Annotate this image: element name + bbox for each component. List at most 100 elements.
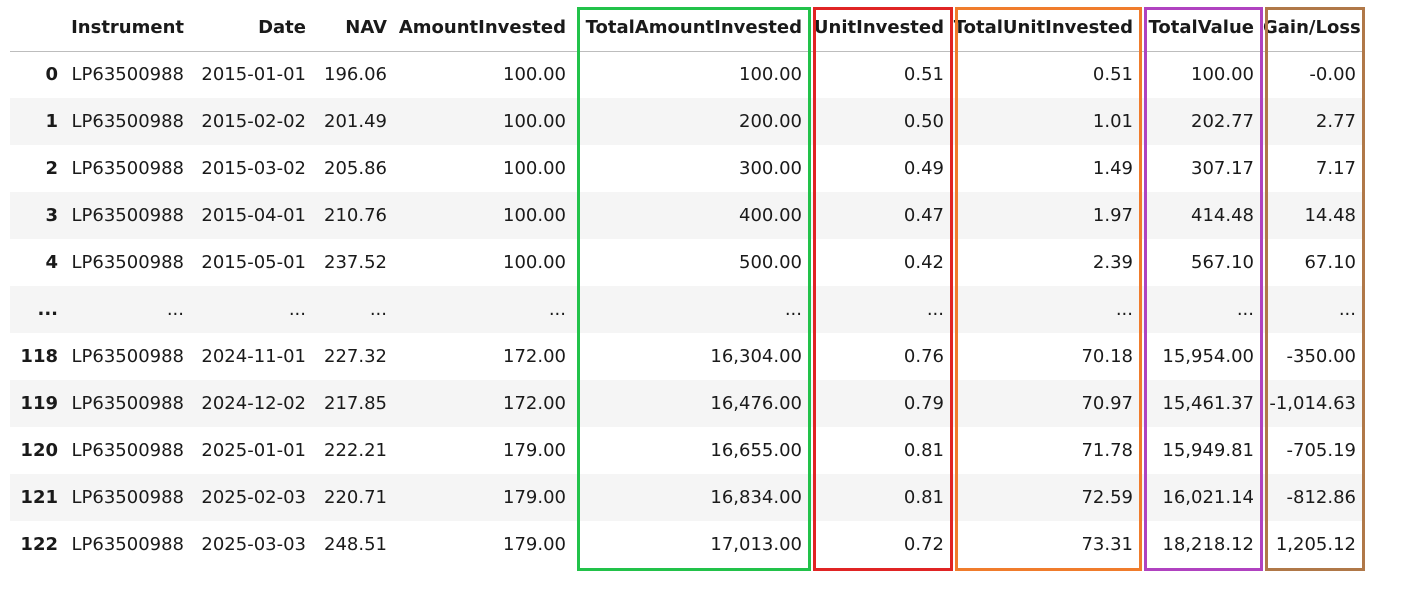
table-cell: -1,014.63: [1263, 380, 1365, 427]
table-cell: 248.51: [324, 534, 387, 555]
table-cell: ...: [1142, 286, 1263, 333]
column-header-date: Date: [193, 5, 315, 52]
table-cell: ...: [315, 286, 396, 333]
table-cell: 100.00: [503, 158, 566, 179]
table-cell: 1.01: [953, 98, 1142, 145]
table-cell: 2015-05-01: [201, 252, 306, 273]
table-cell: 220.71: [315, 474, 396, 521]
table-cell: -812.86: [1263, 474, 1365, 521]
table-cell: 2024-11-01: [201, 346, 306, 367]
column-header-total-unit-invested: TotalUnitInvested: [953, 5, 1142, 52]
table-cell: 307.17: [1191, 158, 1254, 179]
table-cell: -350.00: [1286, 346, 1356, 367]
column-header-gain-loss: Gain/Loss: [1263, 5, 1365, 52]
column-header-amount-invested: AmountInvested: [396, 5, 575, 52]
table-cell: ...: [575, 286, 811, 333]
table-cell: 14.48: [1263, 192, 1365, 239]
table-cell: 16,476.00: [575, 380, 811, 427]
row-index: 4: [45, 252, 58, 273]
table-cell: -0.00: [1309, 64, 1356, 86]
table-cell: 2024-12-02: [193, 380, 315, 427]
table-cell: 2015-01-01: [201, 64, 306, 86]
row-index: 1: [10, 98, 67, 145]
column-header-unit-invested: UnitInvested: [811, 5, 953, 52]
table-row: 4 LP63500988 2015-05-01 237.52 100.00 500.00 0…: [10, 239, 1365, 286]
header-row: Instrument Date NAV AmountInvested Total…: [10, 5, 1365, 52]
table-cell: 15,954.00: [1162, 346, 1254, 367]
table-cell: 1.49: [1092, 158, 1133, 179]
table-cell: LP63500988: [71, 534, 185, 555]
table-row: 1 LP63500988 2015-02-02 201.49 100.00 200.00 0…: [10, 98, 1365, 145]
table-row: 120 LP63500988 2025-01-01 222.21 179.00 16,65…: [10, 427, 1365, 474]
dataframe-table: Instrument Date NAV AmountInvested Total…: [10, 5, 1365, 568]
table-cell: 2025-02-03: [193, 474, 315, 521]
table-cell: 0.76: [903, 346, 944, 367]
table-cell: LP63500988: [71, 158, 185, 179]
table-cell: ...: [67, 286, 193, 333]
table-cell: 16,304.00: [710, 346, 802, 367]
table-cell: 414.48: [1142, 192, 1263, 239]
table-body: 0 LP63500988 2015-01-01 196.06 100.00 100.00 0…: [10, 51, 1365, 568]
table-cell: 0.47: [811, 192, 953, 239]
table-row: ..............................: [10, 286, 1365, 333]
table-cell: 1,205.12: [1275, 534, 1356, 555]
table-cell: 400.00: [575, 192, 811, 239]
table-cell: 2.39: [1092, 252, 1133, 273]
table-cell: 567.10: [1191, 252, 1254, 273]
table-cell: 70.18: [1081, 346, 1133, 367]
table-cell: LP63500988: [71, 346, 185, 367]
table-cell: 300.00: [739, 158, 802, 179]
row-index: 121: [10, 474, 67, 521]
table-cell: 100.00: [396, 98, 575, 145]
table-cell: 0.81: [903, 440, 944, 461]
table-cell: 179.00: [503, 440, 566, 461]
table-cell: 200.00: [575, 98, 811, 145]
table-cell: 100.00: [396, 192, 575, 239]
row-index: 120: [20, 440, 58, 461]
row-index: 118: [20, 346, 58, 367]
table-row: 0 LP63500988 2015-01-01 196.06 100.00 100.00 0…: [10, 51, 1365, 98]
column-header-nav: NAV: [315, 5, 396, 52]
table-cell: 205.86: [324, 158, 387, 179]
table-cell: 201.49: [315, 98, 396, 145]
table-cell: LP63500988: [71, 252, 185, 273]
row-index: 3: [10, 192, 67, 239]
table-cell: 70.97: [953, 380, 1142, 427]
table-cell: ...: [396, 286, 575, 333]
table-cell: 2.77: [1263, 98, 1365, 145]
table-cell: LP63500988: [71, 440, 185, 461]
table-cell: LP63500988: [67, 192, 193, 239]
table-cell: 217.85: [315, 380, 396, 427]
table-cell: 0.50: [811, 98, 953, 145]
table-cell: 179.00: [396, 474, 575, 521]
table-cell: 227.32: [324, 346, 387, 367]
table-cell: 15,461.37: [1142, 380, 1263, 427]
table-cell: 71.78: [1081, 440, 1133, 461]
row-index: ...: [10, 286, 67, 333]
table-cell: 222.21: [324, 440, 387, 461]
table-cell: 237.52: [324, 252, 387, 273]
table-cell: 179.00: [503, 534, 566, 555]
row-index: 119: [10, 380, 67, 427]
row-index: 0: [45, 64, 58, 86]
table-cell: 100.00: [1191, 64, 1254, 86]
column-header-instrument: Instrument: [67, 5, 193, 52]
table-cell: 172.00: [503, 346, 566, 367]
table-row: 118 LP63500988 2024-11-01 227.32 172.00 16,30…: [10, 333, 1365, 380]
table-cell: 500.00: [739, 252, 802, 273]
column-header-index: [10, 5, 67, 52]
table-cell: ...: [1263, 286, 1365, 333]
table-cell: ...: [953, 286, 1142, 333]
table-cell: 2015-02-02: [193, 98, 315, 145]
table-cell: 2015-03-02: [201, 158, 306, 179]
column-header-total-value: TotalValue: [1142, 5, 1263, 52]
table-cell: 0.81: [811, 474, 953, 521]
table-cell: LP63500988: [67, 474, 193, 521]
table-cell: 7.17: [1315, 158, 1356, 179]
table-cell: 67.10: [1304, 252, 1356, 273]
table-cell: 73.31: [1081, 534, 1133, 555]
table-cell: 210.76: [315, 192, 396, 239]
table-row: 3 LP63500988 2015-04-01 210.76 100.00 400.00 0…: [10, 192, 1365, 239]
table-cell: ...: [193, 286, 315, 333]
table-cell: 17,013.00: [710, 534, 802, 555]
